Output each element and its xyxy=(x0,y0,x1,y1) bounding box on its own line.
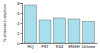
x-tick-label: R44 xyxy=(56,44,64,49)
y-tick-label: 0 xyxy=(17,41,20,46)
y-tick-label: 6 xyxy=(17,11,20,16)
x-axis: HQ FST R44 ENSHUchime xyxy=(23,43,98,49)
y-axis: 0 2 4 6 8 xyxy=(17,1,22,46)
y-tick: 6 xyxy=(17,11,22,16)
bar xyxy=(83,22,95,44)
plot: 0 2 4 6 8 HQ FST R44 ENSHUchime xyxy=(17,1,97,49)
y-tick-label: 2 xyxy=(17,31,20,36)
y-tick-mark xyxy=(21,3,23,4)
x-tick: ENSH xyxy=(68,43,79,49)
chart: 0 2 4 6 8 HQ FST R44 ENSHUchime % chimeras in amp… xyxy=(0,0,100,53)
bar xyxy=(39,20,51,43)
x-tick: FST xyxy=(41,43,49,49)
bar xyxy=(68,19,80,43)
y-tick: 0 xyxy=(17,41,22,46)
y-axis-title: % chimeras in amplicon xyxy=(3,4,7,42)
y-tick-mark xyxy=(21,43,23,44)
y-tick-label: 8 xyxy=(17,1,20,6)
y-axis-line xyxy=(21,4,23,44)
x-tick-label: FST xyxy=(41,44,49,49)
y-tick-label: 4 xyxy=(17,21,20,26)
bar xyxy=(54,18,66,43)
bar xyxy=(25,5,37,43)
y-tick-mark xyxy=(21,13,23,14)
y-tick-mark xyxy=(21,23,23,24)
y-tick: 4 xyxy=(17,21,22,26)
x-tick: R44 xyxy=(56,43,64,49)
x-tick-label: Uchime xyxy=(82,44,96,49)
y-tick-mark xyxy=(21,33,23,34)
x-tick-label: ENSH xyxy=(68,44,79,49)
x-tick: HQ xyxy=(28,43,34,49)
y-tick: 2 xyxy=(17,31,22,36)
y-tick: 8 xyxy=(17,1,22,6)
x-tick: Uchime xyxy=(82,43,96,49)
bars xyxy=(25,5,95,43)
x-tick-label: HQ xyxy=(28,44,34,49)
